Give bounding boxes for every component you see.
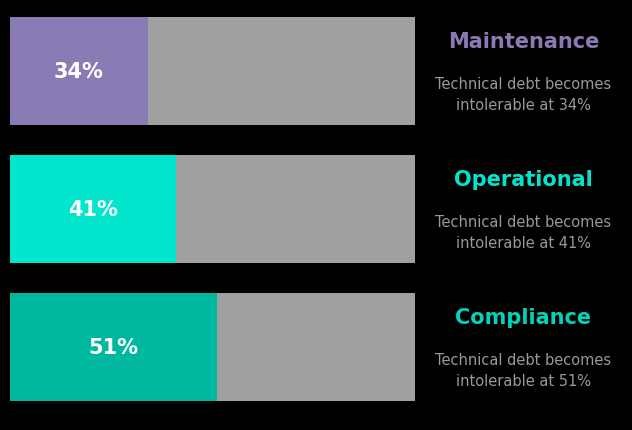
Text: Technical debt becomes
intolerable at 51%: Technical debt becomes intolerable at 51… [435, 352, 612, 388]
Text: Compliance: Compliance [456, 307, 592, 327]
FancyBboxPatch shape [10, 18, 148, 126]
FancyBboxPatch shape [10, 18, 415, 126]
FancyBboxPatch shape [10, 293, 415, 401]
Text: 34%: 34% [54, 62, 104, 82]
Text: Technical debt becomes
intolerable at 34%: Technical debt becomes intolerable at 34… [435, 77, 612, 113]
Text: Operational: Operational [454, 169, 593, 190]
Text: 51%: 51% [88, 337, 138, 357]
Text: Maintenance: Maintenance [448, 32, 599, 52]
FancyBboxPatch shape [10, 156, 176, 264]
FancyBboxPatch shape [10, 156, 415, 264]
FancyBboxPatch shape [10, 293, 217, 401]
Text: Technical debt becomes
intolerable at 41%: Technical debt becomes intolerable at 41… [435, 215, 612, 250]
Text: 41%: 41% [68, 200, 118, 219]
